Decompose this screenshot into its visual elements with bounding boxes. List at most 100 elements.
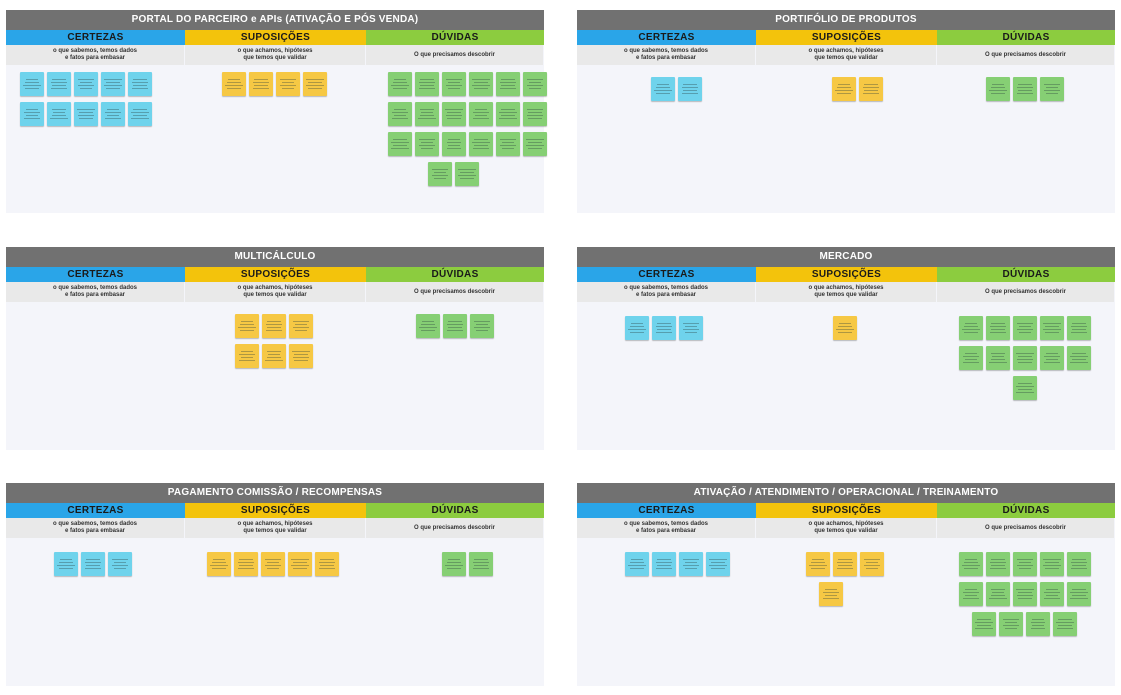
sticky-note[interactable] — [262, 314, 286, 338]
sticky-note[interactable] — [416, 314, 440, 338]
sticky-note[interactable] — [859, 77, 883, 101]
sticky-note[interactable] — [496, 72, 520, 96]
sticky-note[interactable] — [959, 316, 983, 340]
sticky-note[interactable] — [470, 314, 494, 338]
sticky-note[interactable] — [1040, 346, 1064, 370]
sticky-note[interactable] — [986, 77, 1010, 101]
sticky-note[interactable] — [806, 552, 830, 576]
sticky-note[interactable] — [207, 552, 231, 576]
sticky-note[interactable] — [235, 314, 259, 338]
sticky-note[interactable] — [860, 552, 884, 576]
sticky-note[interactable] — [625, 316, 649, 340]
sticky-note[interactable] — [20, 102, 44, 126]
sticky-note[interactable] — [706, 552, 730, 576]
sticky-note[interactable] — [469, 552, 493, 576]
sticky-note[interactable] — [288, 552, 312, 576]
sticky-note[interactable] — [1013, 376, 1037, 400]
sticky-note[interactable] — [388, 102, 412, 126]
sticky-note[interactable] — [442, 552, 466, 576]
sticky-note[interactable] — [315, 552, 339, 576]
sticky-note[interactable] — [81, 552, 105, 576]
sticky-note[interactable] — [652, 552, 676, 576]
sticky-note[interactable] — [415, 132, 439, 156]
sticky-note[interactable] — [74, 72, 98, 96]
sticky-note[interactable] — [986, 582, 1010, 606]
sticky-note[interactable] — [442, 102, 466, 126]
column-duvidas: DÚVIDAS O que precisamos descobrir — [937, 503, 1115, 686]
sticky-note[interactable] — [443, 314, 467, 338]
sticky-note[interactable] — [262, 344, 286, 368]
sticky-note[interactable] — [986, 316, 1010, 340]
sticky-note[interactable] — [1013, 582, 1037, 606]
sticky-note[interactable] — [455, 162, 479, 186]
sticky-note[interactable] — [1026, 612, 1050, 636]
sticky-note[interactable] — [651, 77, 675, 101]
sticky-note[interactable] — [235, 344, 259, 368]
sticky-note[interactable] — [1067, 346, 1091, 370]
sticky-note[interactable] — [234, 552, 258, 576]
sticky-note[interactable] — [999, 612, 1023, 636]
sticky-note[interactable] — [1040, 582, 1064, 606]
sticky-note[interactable] — [959, 552, 983, 576]
sticky-note[interactable] — [415, 72, 439, 96]
sticky-note[interactable] — [1067, 582, 1091, 606]
sticky-note[interactable] — [47, 102, 71, 126]
sticky-note[interactable] — [128, 102, 152, 126]
sticky-note[interactable] — [679, 552, 703, 576]
sticky-note[interactable] — [428, 162, 452, 186]
sticky-note[interactable] — [108, 552, 132, 576]
sticky-note[interactable] — [496, 132, 520, 156]
sticky-note[interactable] — [469, 72, 493, 96]
sticky-note[interactable] — [469, 102, 493, 126]
column-header-suposicoes: SUPOSIÇÕES — [756, 267, 937, 282]
sticky-note[interactable] — [469, 132, 493, 156]
sticky-note[interactable] — [289, 344, 313, 368]
sticky-note[interactable] — [496, 102, 520, 126]
sticky-note[interactable] — [959, 582, 983, 606]
sticky-note[interactable] — [415, 102, 439, 126]
sticky-note[interactable] — [289, 314, 313, 338]
sticky-note[interactable] — [54, 552, 78, 576]
sticky-note[interactable] — [986, 346, 1010, 370]
sticky-note[interactable] — [388, 132, 412, 156]
sticky-note[interactable] — [1013, 316, 1037, 340]
sticky-note[interactable] — [1040, 77, 1064, 101]
sticky-note[interactable] — [20, 72, 44, 96]
sticky-note[interactable] — [652, 316, 676, 340]
sticky-note[interactable] — [1013, 77, 1037, 101]
sticky-note[interactable] — [1040, 552, 1064, 576]
sticky-note[interactable] — [47, 72, 71, 96]
sticky-note[interactable] — [986, 552, 1010, 576]
sticky-note[interactable] — [959, 346, 983, 370]
sticky-note[interactable] — [833, 316, 857, 340]
sticky-note[interactable] — [972, 612, 996, 636]
sticky-note[interactable] — [222, 72, 246, 96]
sticky-note[interactable] — [128, 72, 152, 96]
sticky-note[interactable] — [523, 132, 547, 156]
sticky-note[interactable] — [523, 102, 547, 126]
sticky-note[interactable] — [261, 552, 285, 576]
sticky-note[interactable] — [303, 72, 327, 96]
sticky-note[interactable] — [1040, 316, 1064, 340]
sticky-note[interactable] — [101, 102, 125, 126]
sticky-note[interactable] — [832, 77, 856, 101]
sticky-note[interactable] — [249, 72, 273, 96]
sticky-note[interactable] — [1013, 552, 1037, 576]
sticky-note[interactable] — [679, 316, 703, 340]
sticky-note[interactable] — [101, 72, 125, 96]
sticky-note[interactable] — [1067, 316, 1091, 340]
sticky-note[interactable] — [625, 552, 649, 576]
sticky-note[interactable] — [833, 552, 857, 576]
sticky-note[interactable] — [74, 102, 98, 126]
column-certezas: CERTEZAS o que sabemos, temos dados e fat… — [6, 30, 185, 213]
sticky-note[interactable] — [678, 77, 702, 101]
sticky-note[interactable] — [442, 72, 466, 96]
sticky-note[interactable] — [1013, 346, 1037, 370]
sticky-note[interactable] — [388, 72, 412, 96]
sticky-note[interactable] — [1067, 552, 1091, 576]
sticky-note[interactable] — [523, 72, 547, 96]
sticky-note[interactable] — [1053, 612, 1077, 636]
sticky-note[interactable] — [819, 582, 843, 606]
sticky-note[interactable] — [276, 72, 300, 96]
sticky-note[interactable] — [442, 132, 466, 156]
